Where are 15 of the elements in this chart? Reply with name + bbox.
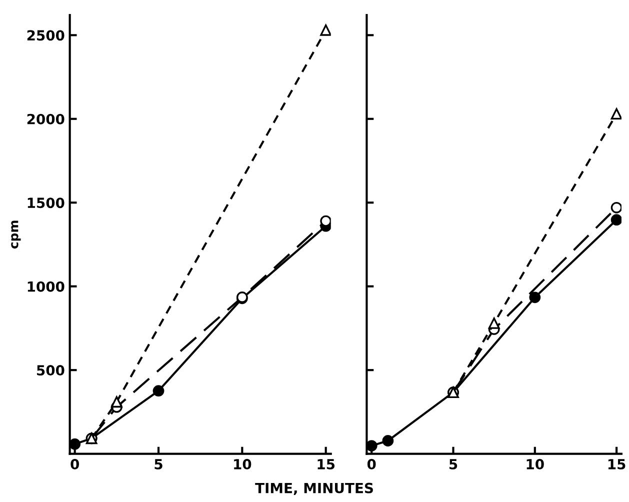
y-tick-label: 2500 [27,30,64,41]
x-tick-label: 5 [449,459,458,470]
y-tick-label: 500 [37,365,64,376]
y-tick-label: 2000 [27,114,64,124]
y-tick-label: 1000 [28,281,64,292]
x-tick-label: 0 [367,458,376,470]
x-tick-label: 10 [234,458,252,470]
x-axis-title: TIME, MINUTES [255,482,373,496]
x-tick-label: 5 [154,459,162,470]
y-tick-label: 1500 [28,198,64,208]
x-tick-label: 10 [526,458,544,470]
x-tick-label: 15 [318,459,335,470]
y-axis-title: cpm [11,220,21,249]
x-tick-label: 15 [608,459,626,470]
x-tick-label: 0 [70,458,80,470]
